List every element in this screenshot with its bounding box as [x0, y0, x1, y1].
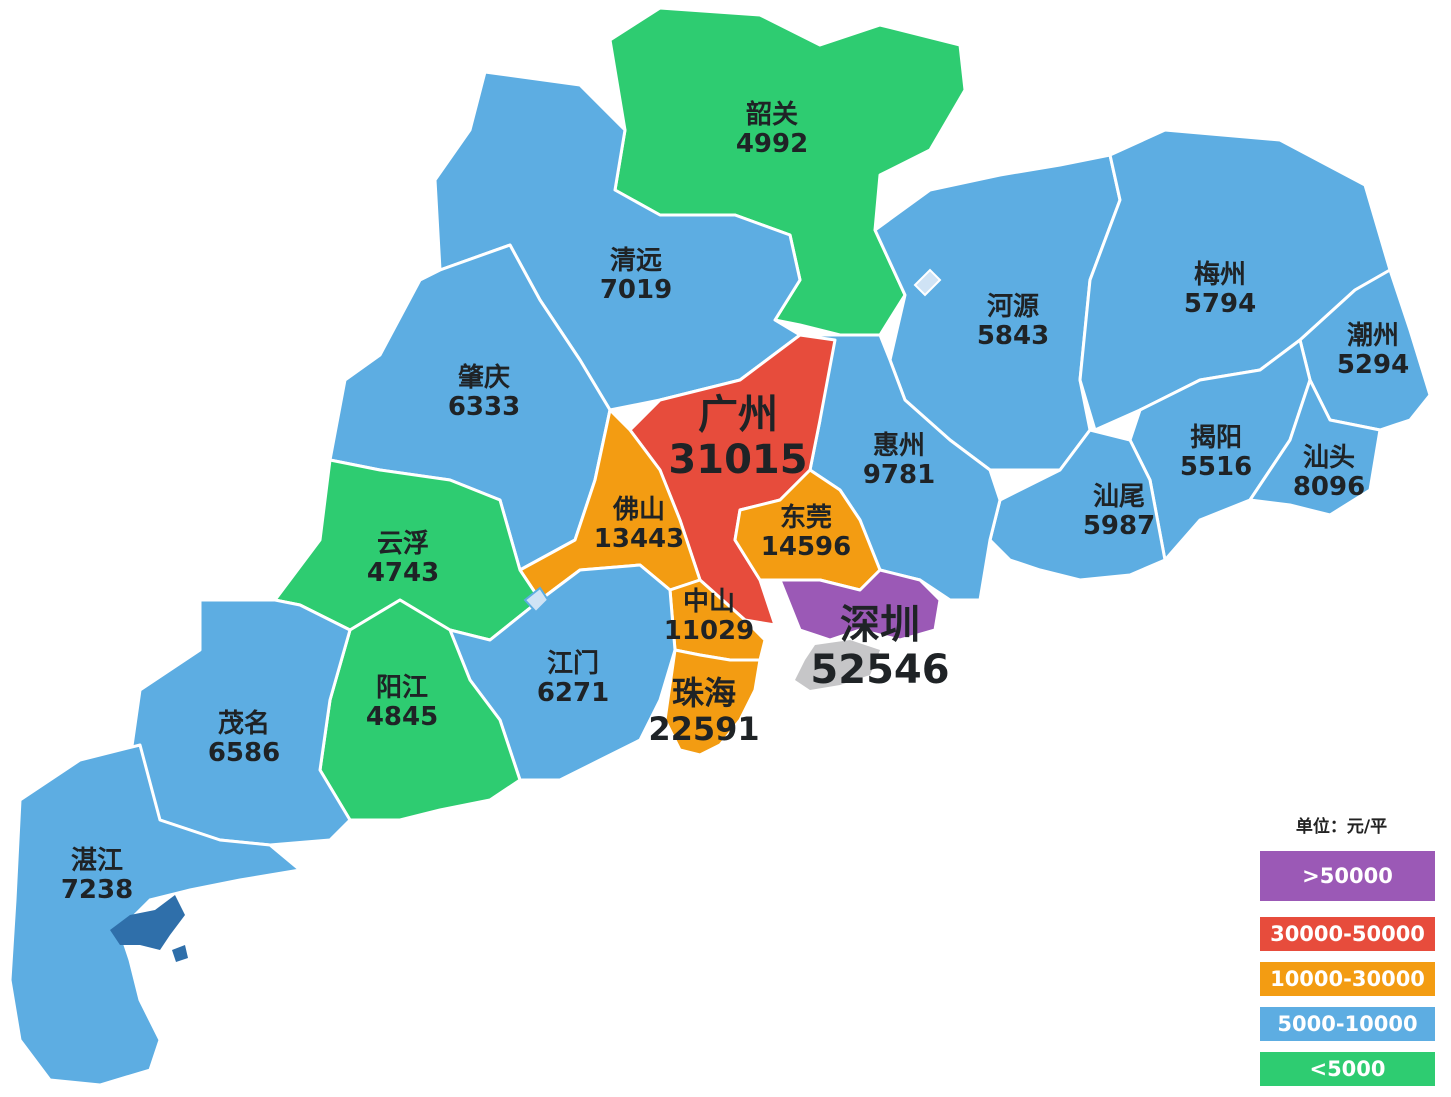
hongkong-area	[795, 640, 880, 690]
label-shanwei: 汕尾 5987	[1082, 481, 1156, 541]
label-qingyuan: 清远 7019	[599, 245, 673, 305]
legend-item-over-50000: >50000	[1260, 851, 1435, 901]
label-jieyang: 揭阳 5516	[1179, 422, 1253, 482]
region-guangzhou[interactable]	[628, 333, 837, 627]
legend-item-30000-50000: 30000-50000	[1260, 917, 1435, 951]
region-zhuhai[interactable]	[663, 648, 762, 757]
label-shenzhen: 深圳 52546	[810, 602, 950, 693]
macau-island	[523, 586, 550, 614]
label-zhongshan: 中山 11029	[663, 586, 755, 646]
label-zhanjiang: 湛江 7238	[60, 845, 134, 905]
label-chaozhou: 潮州 5294	[1336, 320, 1410, 380]
island-zhanjiang	[110, 895, 185, 950]
region-shenzhen[interactable]	[778, 568, 942, 642]
label-heyuan: 河源 5843	[976, 291, 1050, 351]
label-guangzhou: 广州 31015	[668, 392, 808, 483]
legend-item-under-5000: <5000	[1260, 1052, 1435, 1086]
legend-item-10000-30000: 10000-30000	[1260, 962, 1435, 996]
label-maoming: 茂名 6586	[207, 708, 281, 768]
label-zhaoqing: 肇庆 6333	[447, 362, 521, 422]
region-shantou[interactable]	[1248, 378, 1382, 517]
label-shantou: 汕头 8096	[1292, 442, 1366, 502]
label-yangjiang: 阳江 4845	[365, 672, 439, 732]
island-zhanjiang-small	[172, 945, 188, 962]
label-jiangmen: 江门 6271	[536, 648, 610, 708]
label-zhuhai: 珠海 22591	[648, 674, 760, 748]
region-maoming[interactable]	[128, 598, 352, 847]
legend-item-5000-10000: 5000-10000	[1260, 1007, 1435, 1041]
label-dongguan: 东莞 14596	[760, 502, 852, 562]
legend-title: 单位：元/平	[1295, 817, 1388, 837]
label-meizhou: 梅州 5794	[1183, 259, 1257, 319]
label-shaoguan: 韶关 4992	[735, 99, 809, 159]
label-foshan: 佛山 13443	[593, 494, 685, 554]
label-huizhou: 惠州 9781	[862, 430, 936, 490]
lake-heyuan	[913, 268, 942, 297]
legend: 单位：元/平 >50000 30000-50000 10000-30000 50…	[1260, 812, 1435, 1097]
label-yunfu: 云浮 4743	[366, 528, 440, 588]
